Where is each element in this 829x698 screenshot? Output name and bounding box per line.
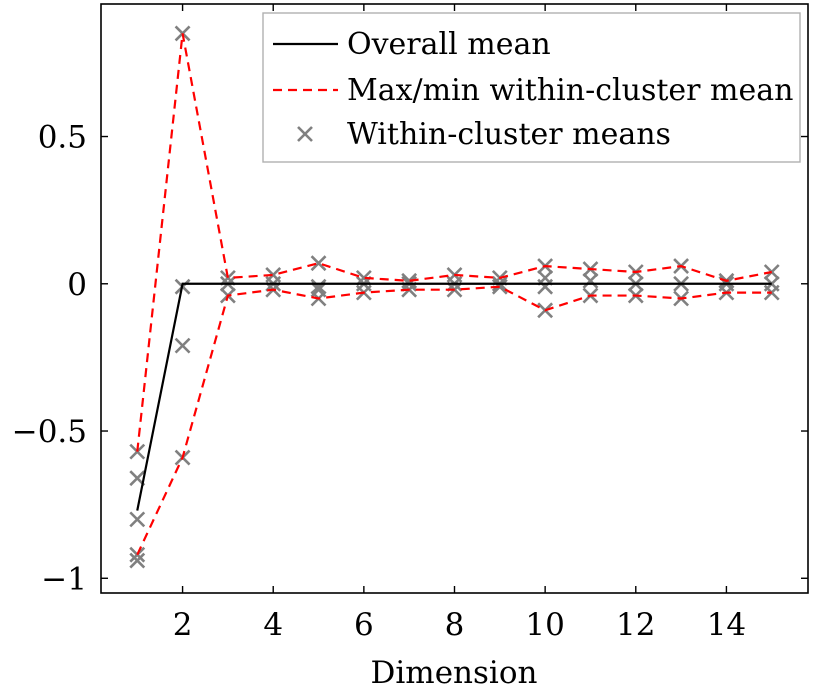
within-cluster-mean-marker xyxy=(310,255,327,272)
within-cluster-mean-marker xyxy=(310,281,327,298)
marker-stroke xyxy=(310,281,327,298)
marker-stroke xyxy=(129,443,146,460)
within-cluster-mean-marker xyxy=(129,552,146,569)
chart-ticks: 2 4 6 8 10 12 14 −1 −0.5 0 0.5 xyxy=(12,4,808,643)
legend-max-min-mean: Max/min within-cluster mean xyxy=(347,73,793,108)
x-tick-label: 6 xyxy=(354,607,374,643)
x-tick-label: 12 xyxy=(616,607,655,643)
marker-stroke xyxy=(491,278,508,295)
marker-stroke xyxy=(537,278,554,295)
marker-stroke xyxy=(355,269,372,286)
y-tick-label: −0.5 xyxy=(12,414,87,450)
legend-box xyxy=(262,12,801,163)
legend-swatch-marker xyxy=(297,126,313,142)
max-within-cluster-mean-line xyxy=(136,33,772,452)
within-cluster-mean-marker xyxy=(537,278,554,295)
marker-stroke xyxy=(310,255,327,272)
within-cluster-mean-marker xyxy=(174,337,191,354)
marker-stroke xyxy=(763,264,780,280)
x-tick-label: 2 xyxy=(173,607,193,643)
within-cluster-mean-marker xyxy=(582,272,599,289)
y-tick-label: 0 xyxy=(67,267,87,303)
x-tick-label: 4 xyxy=(263,607,283,643)
marker-stroke xyxy=(129,511,146,528)
legend: Overall mean Max/min within-cluster mean W… xyxy=(262,12,801,163)
within-cluster-mean-marker xyxy=(219,269,236,286)
x-tick-label: 8 xyxy=(445,607,465,643)
within-cluster-mean-marker xyxy=(355,269,372,286)
x-tick-label: 10 xyxy=(525,607,564,643)
within-cluster-mean-marker xyxy=(763,275,780,292)
legend-within-cluster-means: Within-cluster means xyxy=(347,117,671,152)
marker-stroke xyxy=(763,275,780,292)
overall-mean-line xyxy=(136,282,772,511)
x-tick-label: 14 xyxy=(707,607,746,643)
y-tick-label: −1 xyxy=(41,561,87,597)
marker-stroke xyxy=(174,337,191,354)
marker-stroke xyxy=(129,470,146,487)
marker-stroke xyxy=(310,278,327,295)
legend-overall-mean: Overall mean xyxy=(347,27,551,62)
within-cluster-mean-marker xyxy=(129,511,146,528)
min-within-cluster-mean-line xyxy=(136,285,772,556)
chart-series xyxy=(129,25,780,569)
within-cluster-mean-marker xyxy=(491,278,508,295)
within-cluster-mean-marker xyxy=(129,443,146,460)
x-axis-label: Dimension xyxy=(371,655,538,691)
marker-stroke xyxy=(129,552,146,569)
within-cluster-mean-marker xyxy=(763,264,780,280)
y-tick-label: 0.5 xyxy=(38,120,87,156)
marker-stroke xyxy=(582,272,599,289)
within-cluster-mean-marker xyxy=(310,278,327,295)
marker-stroke xyxy=(219,269,236,286)
